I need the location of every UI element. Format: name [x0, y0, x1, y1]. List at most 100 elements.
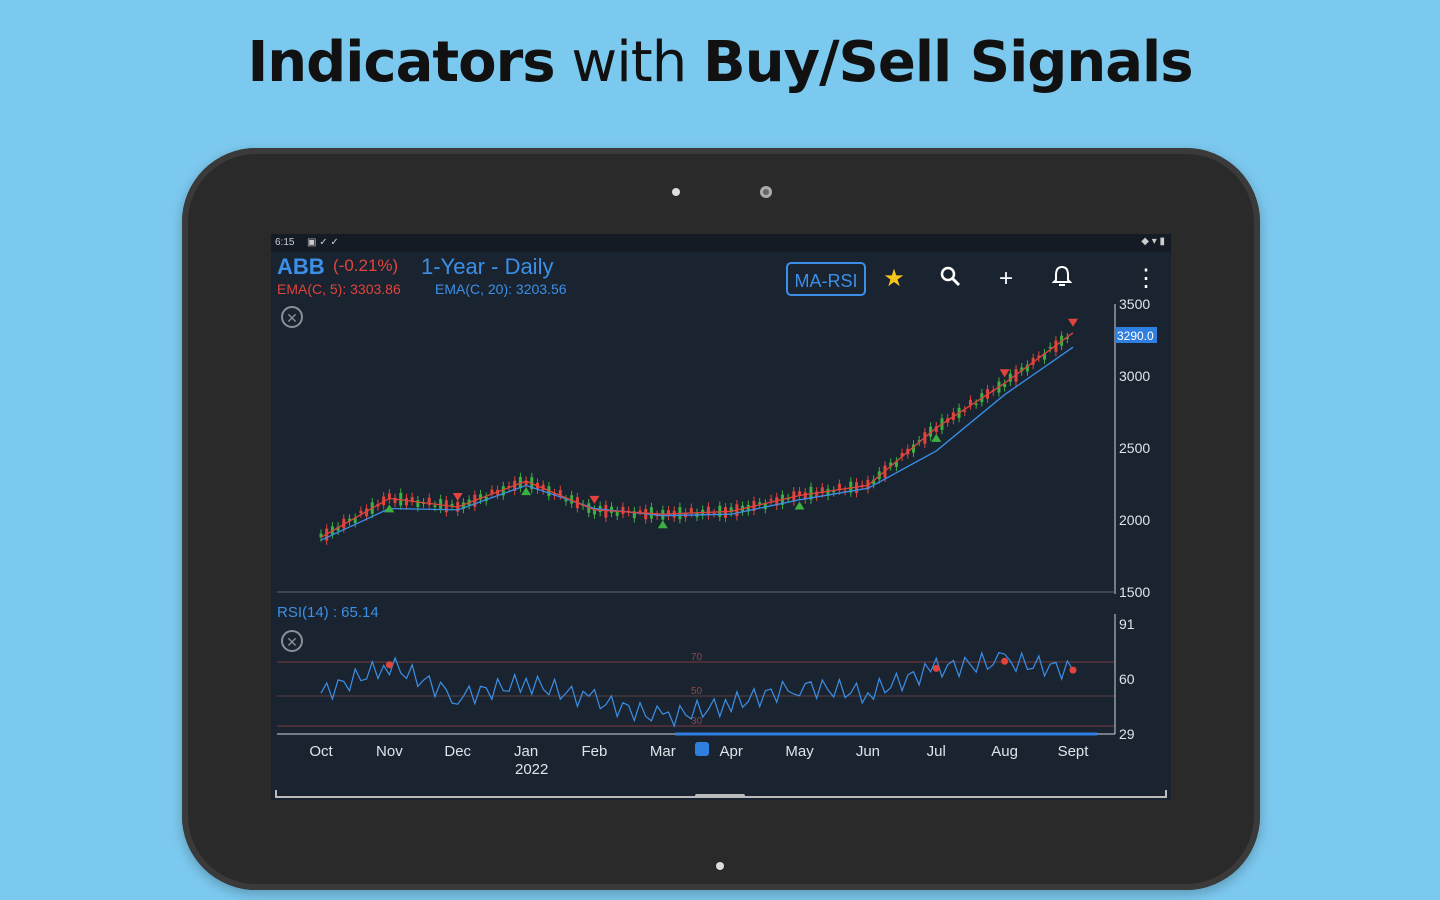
rsi-sell-signal-dot [1001, 657, 1009, 665]
candle-body [894, 461, 898, 467]
candle-body [872, 479, 876, 484]
candle-body [911, 444, 915, 453]
month-tick-label: Jan [514, 743, 538, 760]
candle-body [427, 497, 431, 506]
candle-body [404, 498, 408, 506]
current-price-label: 3290.0 [1117, 329, 1154, 343]
candle-body [615, 510, 619, 516]
candle-body [689, 507, 693, 513]
sell-signal-marker [589, 495, 600, 504]
search-icon[interactable] [935, 264, 965, 294]
candle-body [501, 486, 505, 496]
candle-body [570, 495, 574, 504]
current-price-box [1115, 327, 1157, 343]
candle-body [558, 490, 562, 496]
change-percent: (-0.21%) [333, 256, 399, 275]
candle-body [416, 500, 420, 508]
candle-body [1003, 383, 1007, 388]
price-tick-label: 2000 [1119, 512, 1150, 528]
sell-signal-marker [452, 493, 463, 502]
indicator-button[interactable]: MA-RSI [786, 262, 866, 296]
candle-body [1065, 337, 1069, 339]
candle-body [723, 507, 727, 518]
rsi-sell-signal-dot [932, 664, 940, 672]
period-selector[interactable]: 1-Year - Daily [421, 254, 554, 279]
candle-body [826, 488, 830, 496]
headline-part-3: Buy/Sell Signals [703, 30, 1194, 95]
month-tick-label: Feb [582, 743, 608, 760]
candle-body [507, 485, 511, 488]
more-vert-icon[interactable]: ⋮ [1134, 265, 1158, 292]
bell-icon[interactable] [1047, 264, 1077, 294]
sensor-dot [672, 188, 680, 196]
candle-body [1048, 346, 1052, 349]
marketing-headline: Indicators with Buy/Sell Signals [0, 30, 1440, 95]
month-tick-label: Aug [991, 743, 1018, 760]
candle-body [758, 502, 762, 505]
candle-body [900, 452, 904, 457]
ema20-legend: EMA(C, 20): 3203.56 [435, 281, 567, 297]
candle-body [336, 526, 340, 531]
candle-body [775, 497, 779, 506]
month-tick-label: Dec [444, 743, 471, 760]
candle-body [837, 483, 841, 491]
plus-icon[interactable]: + [998, 265, 1013, 292]
rsi-sell-signal-dot [1069, 666, 1077, 674]
candle-body [889, 462, 893, 467]
price-tick-label: 3500 [1119, 296, 1150, 312]
candle-body [604, 504, 608, 518]
rsi-level-50: 50 [691, 686, 703, 697]
candle-body [729, 507, 733, 513]
status-icons-left: ▣ ✓ ✓ [307, 237, 339, 248]
candle-body [803, 492, 807, 500]
candle-body [706, 506, 710, 516]
candle-body [769, 499, 773, 501]
symbol-label[interactable]: ABB [277, 254, 325, 279]
candle-body [353, 517, 357, 524]
gesture-bar[interactable] [695, 794, 745, 798]
candle-body [929, 426, 933, 437]
candle-body [849, 481, 853, 493]
candle-body [638, 510, 642, 512]
close-price-indicator-icon[interactable]: ✕ [281, 306, 303, 328]
candle-body [484, 496, 488, 502]
candle-body [564, 499, 568, 502]
candle-body [490, 489, 494, 494]
candle-body [632, 511, 636, 519]
candle-body [439, 499, 443, 509]
candle-body [365, 508, 369, 517]
ema20-series-line [320, 346, 1074, 541]
candle-body [592, 509, 596, 515]
sell-signal-marker [1068, 318, 1078, 327]
rsi-tick-label: 29 [1119, 726, 1135, 742]
month-tick-label: Nov [376, 743, 403, 760]
month-tick-label: Oct [309, 743, 333, 760]
buy-signal-marker [931, 433, 942, 442]
candle-body [968, 399, 972, 406]
close-rsi-icon[interactable]: ✕ [281, 630, 303, 652]
candle-body [359, 510, 363, 514]
candle-body [444, 500, 448, 513]
buy-signal-marker [521, 487, 532, 496]
candle-body [843, 490, 847, 493]
month-tick-label: Jun [856, 743, 880, 760]
candle-body [763, 503, 767, 510]
candle-body [342, 518, 346, 529]
candle-body [974, 403, 978, 406]
candle-body [461, 502, 465, 509]
sell-signal-marker [999, 369, 1010, 378]
camera-icon [760, 186, 772, 198]
candle-body [667, 510, 671, 516]
candle-body [387, 493, 391, 500]
candle-body [786, 498, 790, 500]
candle-body [815, 491, 819, 497]
buy-signal-marker [657, 520, 668, 529]
candle-body [433, 505, 437, 507]
month-tick-label: Sept [1058, 743, 1090, 760]
star-icon[interactable]: ★ [883, 265, 905, 292]
home-dot [716, 862, 724, 870]
candle-body [541, 484, 545, 491]
candle-body [382, 496, 386, 506]
zoom-handle-icon[interactable] [695, 742, 709, 756]
